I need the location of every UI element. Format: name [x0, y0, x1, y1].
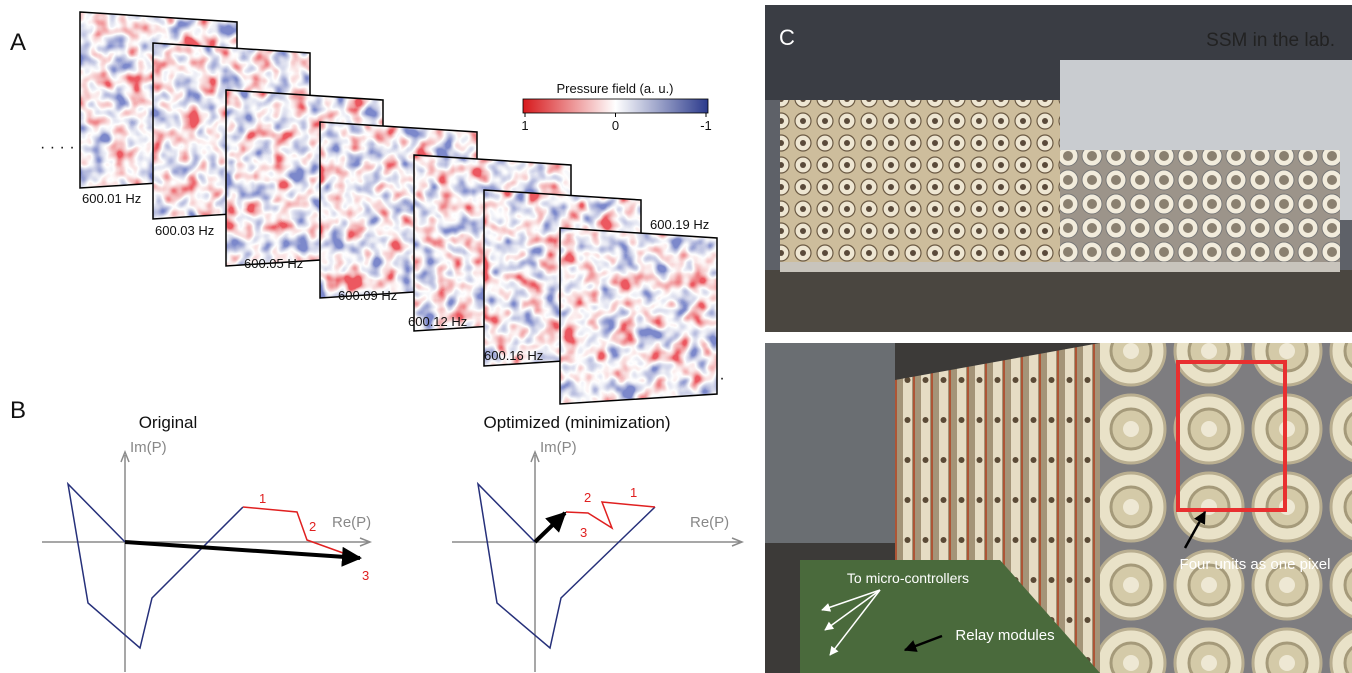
colorbar-tick-label: 1 — [521, 118, 528, 133]
colorbar-tick-label: -1 — [700, 118, 712, 133]
pressure-field — [560, 228, 718, 405]
resultant-arrow — [125, 542, 360, 558]
step-label: 2 — [584, 490, 591, 505]
photo-top: C SSM in the lab. — [765, 5, 1352, 332]
colorbar — [523, 99, 708, 113]
panel-label: C — [779, 25, 795, 50]
colorbar-tick-label: 0 — [612, 118, 619, 133]
frequency-label: 600.01 Hz — [82, 191, 141, 206]
step-label: 2 — [309, 519, 316, 534]
step-label: 3 — [362, 568, 369, 583]
frequency-label: 600.19 Hz — [650, 217, 709, 232]
phasor-path — [478, 484, 655, 648]
figure: A · · · · · · · · 600.01 Hz600.03 Hz600.… — [0, 0, 1352, 673]
frequency-label: 600.16 Hz — [484, 348, 543, 363]
resultant-arrow — [535, 513, 565, 542]
frequency-label: 600.09 Hz — [338, 288, 397, 303]
photo-caption: SSM in the lab. — [1206, 30, 1335, 51]
annotation: To micro-controllers — [847, 570, 969, 586]
step-label: 1 — [259, 491, 266, 506]
annotation: Four units as one pixel — [1180, 556, 1331, 573]
axis-label: Im(P) — [540, 439, 577, 456]
plot-title: Original — [139, 413, 198, 432]
annotation: Relay modules — [955, 627, 1054, 644]
phasor-left: Original Im(P) Re(P) 1 2 3 — [42, 413, 371, 672]
colorbar-ticks: 1 0 -1 — [521, 113, 711, 133]
ellipsis: · · · · — [40, 139, 75, 156]
panel-label: B — [10, 397, 26, 424]
step-label: 1 — [630, 485, 637, 500]
panel-label: A — [10, 29, 26, 56]
axis-label: Re(P) — [332, 514, 371, 531]
colorbar-title: Pressure field (a. u.) — [556, 81, 673, 96]
step-label: 3 — [580, 525, 587, 540]
photo-bottom: Four units as one pixel To micro-control… — [765, 343, 1352, 673]
phasor-path — [68, 484, 243, 648]
frequency-label: 600.05 Hz — [244, 256, 303, 271]
frequency-label: 600.12 Hz — [408, 314, 467, 329]
plot-title: Optimized (minimization) — [483, 413, 670, 432]
phasor-right: Optimized (minimization) Im(P) Re(P) 1 2… — [452, 413, 742, 672]
field-stack — [80, 12, 718, 405]
axis-label: Im(P) — [130, 439, 167, 456]
page: {"panels": { "a": {"label": "A", "freque… — [0, 0, 1352, 673]
axis-label: Re(P) — [690, 514, 729, 531]
frequency-label: 600.03 Hz — [155, 223, 214, 238]
